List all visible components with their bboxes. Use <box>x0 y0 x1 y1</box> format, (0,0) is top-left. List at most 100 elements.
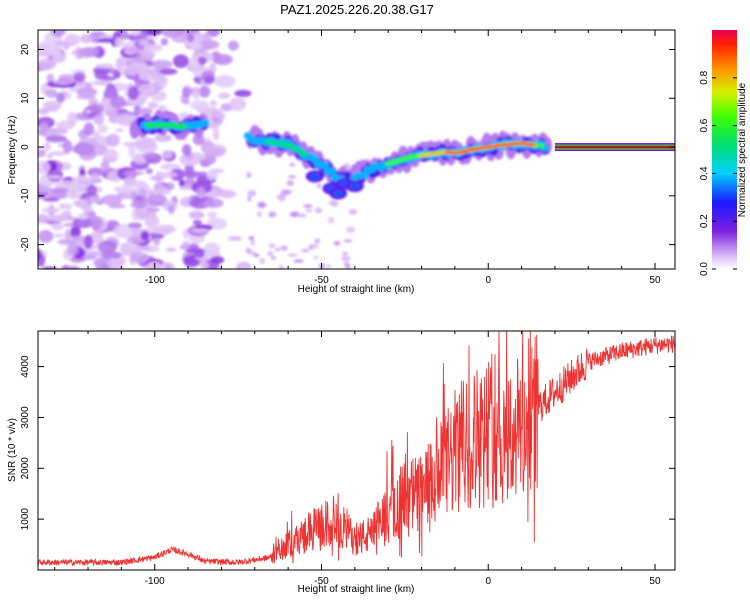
heatmap-cell <box>127 86 139 100</box>
heatmap-cell <box>286 180 294 186</box>
heatmap-cell <box>349 183 360 190</box>
colorbar-tick-label: 0.8 <box>699 70 710 84</box>
heatmap-cell <box>138 38 150 46</box>
heatmap-cell <box>100 160 110 173</box>
colorbar-tick-label: 0.2 <box>699 214 710 228</box>
spectrogram-xlabel: Height of straight line (km) <box>298 284 415 295</box>
heatmap-cell <box>97 38 118 43</box>
colorbar-tick-label: 0.4 <box>699 166 710 180</box>
heatmap-cell <box>114 37 125 48</box>
heatmap-cell <box>305 208 313 213</box>
heatmap-cell <box>76 87 98 97</box>
heatmap-cell <box>207 211 218 219</box>
heatmap-cell <box>51 30 66 37</box>
heatmap-cell <box>234 89 252 98</box>
heatmap-cell <box>209 100 218 107</box>
heatmap-area <box>38 30 675 269</box>
snr-ytick-label: 4000 <box>20 355 31 378</box>
heatmap-cell <box>316 183 322 189</box>
heatmap-cell <box>97 240 118 254</box>
heatmap-cell <box>227 236 243 241</box>
heatmap-cell <box>196 106 204 113</box>
spectrogram-ytick-label: 10 <box>20 92 31 104</box>
spectrogram-xtick-label: -100 <box>145 275 165 286</box>
heatmap-cell <box>257 201 267 209</box>
heatmap-cell <box>142 67 155 75</box>
heatmap-cell <box>38 248 42 260</box>
heatmap-cell <box>146 207 160 213</box>
heatmap-cell <box>60 266 81 269</box>
heatmap-cell <box>73 199 88 207</box>
heatmap-cell <box>105 86 118 96</box>
heatmap-cell <box>159 163 181 170</box>
heatmap-cell <box>67 243 79 256</box>
heatmap-cell <box>287 174 297 179</box>
heatmap-cell <box>38 230 54 243</box>
heatmap-cell <box>124 175 137 186</box>
heatmap-cell <box>42 266 57 269</box>
heatmap-cell <box>169 168 186 181</box>
heatmap-cell <box>161 150 173 159</box>
heatmap-cell <box>202 32 211 43</box>
heatmap-cell <box>38 58 57 71</box>
heatmap-cell <box>204 144 227 157</box>
heatmap-noise <box>38 30 358 269</box>
heatmap-cell <box>188 210 205 220</box>
heatmap-cell <box>122 171 145 176</box>
heatmap-cell <box>181 144 192 156</box>
heatmap-cell <box>93 114 105 126</box>
heatmap-cell <box>39 122 49 137</box>
spectrogram-ytick-label: -20 <box>20 237 31 252</box>
heatmap-cell <box>308 244 314 250</box>
heatmap-cell <box>181 86 191 98</box>
heatmap-cell <box>301 248 310 253</box>
heatmap-cell <box>87 167 103 178</box>
heatmap-cell <box>182 170 203 178</box>
snr-series-line <box>38 331 675 567</box>
heatmap-cell <box>229 97 247 112</box>
heatmap-cell <box>280 245 288 251</box>
heatmap-cell <box>47 191 68 199</box>
spectrogram-xtick-label: -50 <box>314 275 329 286</box>
heatmap-cell <box>143 43 163 53</box>
heatmap-cell <box>190 100 210 110</box>
heatmap-cell <box>115 128 124 133</box>
snr-ticks: -100 -50 0 50 1000 2000 3000 4000 <box>20 331 675 587</box>
heatmap-cell <box>327 167 336 175</box>
heatmap-cell <box>138 50 156 60</box>
heatmap-cell <box>165 247 177 252</box>
heatmap-cell <box>153 237 161 246</box>
heatmap-cell <box>110 95 127 109</box>
heatmap-cell <box>203 198 224 209</box>
heatmap-cell <box>181 99 190 105</box>
heatmap-cell <box>158 171 178 178</box>
heatmap-cell <box>313 255 319 260</box>
heatmap-cell <box>101 263 109 269</box>
heatmap-cell <box>312 243 319 249</box>
heatmap-cell <box>246 195 252 202</box>
heatmap-cell <box>218 92 231 100</box>
heatmap-cell <box>303 204 313 208</box>
heatmap-cell <box>38 108 50 115</box>
heatmap-cell <box>83 122 95 136</box>
heatmap-cell <box>130 200 148 209</box>
heatmap-cell <box>345 262 351 269</box>
heatmap-cell <box>314 207 323 214</box>
heatmap-cell <box>167 204 175 215</box>
heatmap-cell <box>333 241 341 246</box>
heatmap-cell <box>248 251 256 255</box>
heatmap-cell <box>314 238 321 243</box>
heatmap-cell <box>95 63 114 69</box>
heatmap-cell <box>90 216 103 230</box>
heatmap-cell <box>197 56 207 65</box>
heatmap-cell <box>309 173 320 180</box>
heatmap-cell <box>192 86 201 100</box>
heatmap-cell <box>83 255 96 260</box>
heatmap-cell <box>64 229 72 240</box>
heatmap-cell <box>257 210 262 218</box>
heatmap-cell <box>90 173 101 183</box>
heatmap-cell <box>192 219 203 226</box>
heatmap-cell <box>203 75 215 85</box>
heatmap-cell <box>38 214 50 224</box>
